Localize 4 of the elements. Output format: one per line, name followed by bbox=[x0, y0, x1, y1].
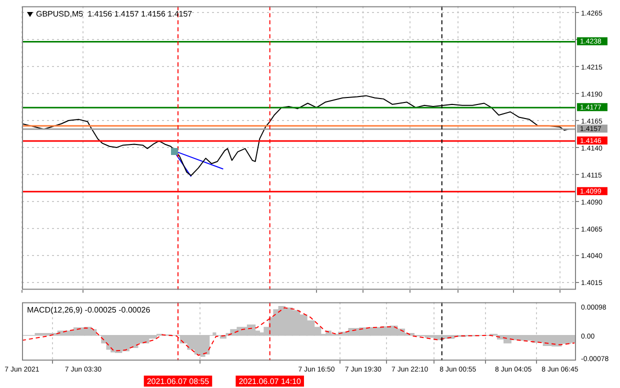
chart-title: GBPUSD,M5 1.4156 1.4157 1.4156 1.4157 bbox=[36, 9, 193, 18]
ref-line-label: 2021.06.07 14:10 bbox=[238, 376, 302, 386]
chart-title: MACD(12,26,9) -0.00025 -0.00026 bbox=[27, 305, 151, 314]
ref-line-label: 2021.06.07 08:55 bbox=[146, 376, 210, 386]
